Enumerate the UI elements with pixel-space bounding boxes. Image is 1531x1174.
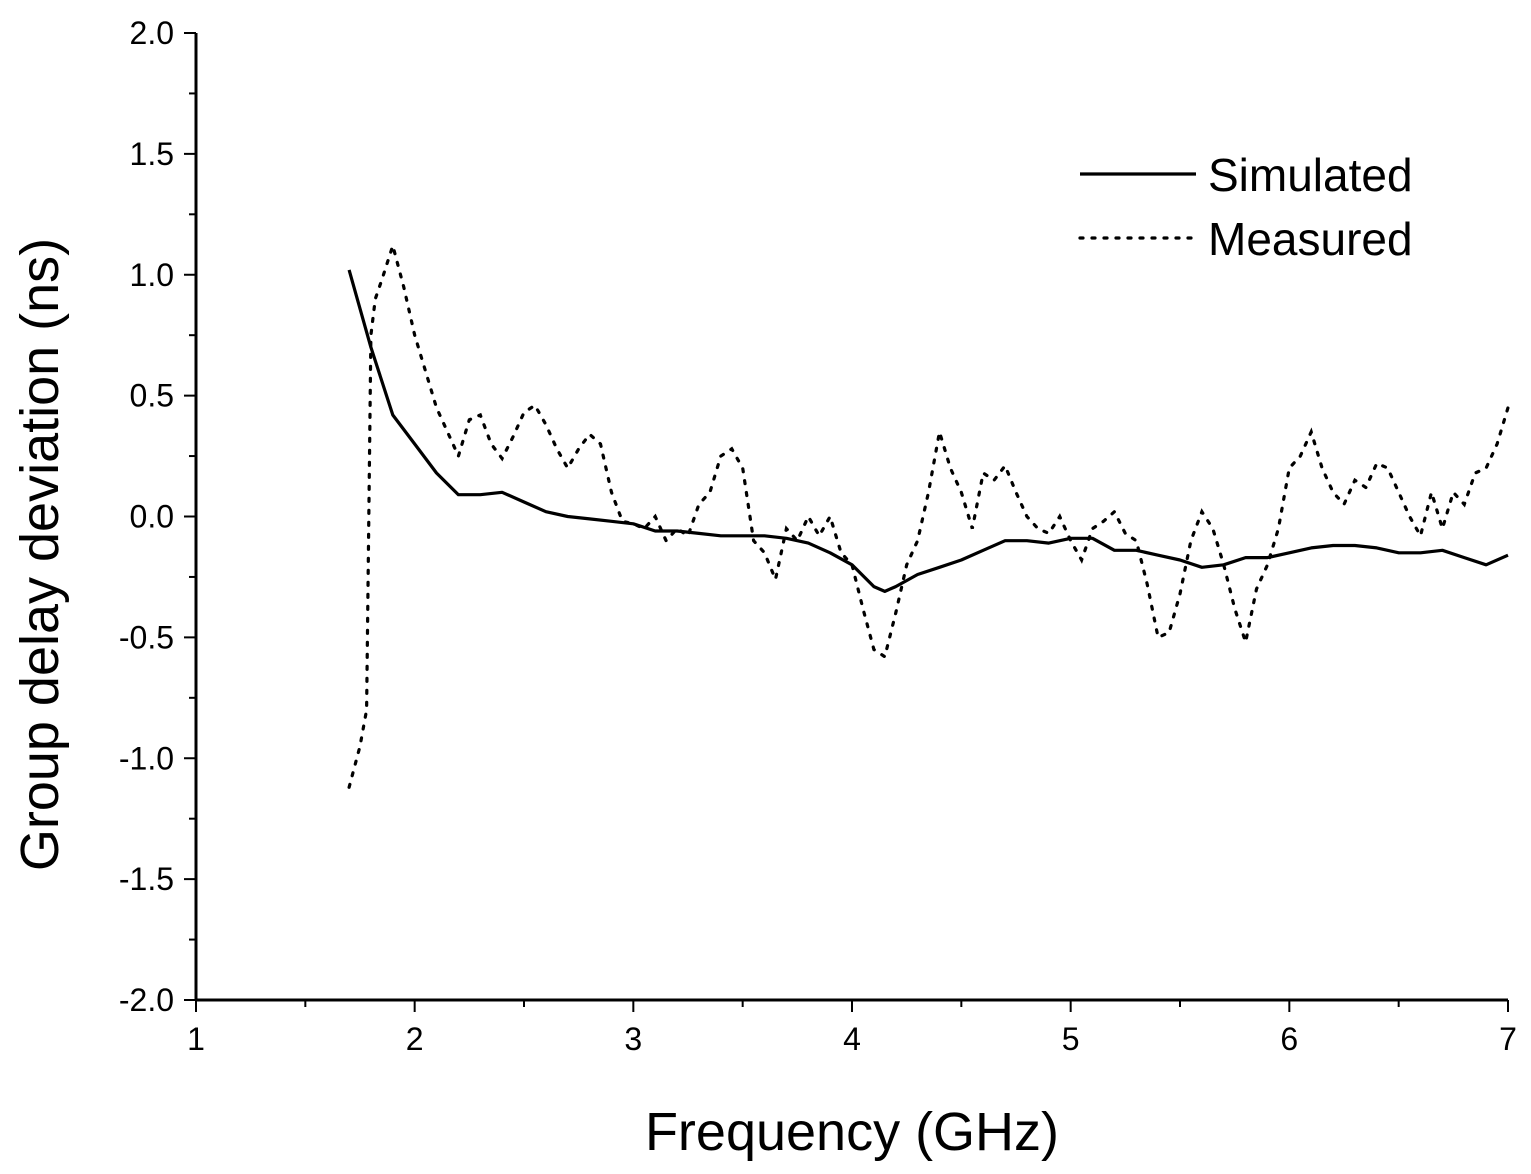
x-tick-label: 6 xyxy=(1280,1021,1298,1057)
axes: 1 2 3 4 5 6 7 2.0 1.5 1.0 0.5 0.0 -0.5 -1.0 -1.5 -2.0 xyxy=(119,15,1517,1057)
y-tick-label: 2.0 xyxy=(130,15,174,51)
series-layer xyxy=(347,240,1510,789)
x-tick-label: 1 xyxy=(187,1021,205,1057)
y-tick-label: 1.0 xyxy=(130,257,174,293)
legend: Simulated Measured xyxy=(1078,149,1413,265)
x-axis-title: Frequency (GHz) xyxy=(645,1102,1059,1162)
x-tick-label: 2 xyxy=(406,1021,424,1057)
y-tick-label: 0.5 xyxy=(130,378,174,414)
y-tick-label: 0.0 xyxy=(130,499,174,535)
y-tick-label: 1.5 xyxy=(130,136,174,172)
x-tick-label: 5 xyxy=(1062,1021,1080,1057)
y-tick-label: -2.0 xyxy=(119,982,174,1018)
legend-label-measured: Measured xyxy=(1208,213,1413,265)
series-line-measured xyxy=(347,240,1510,789)
y-tick-label: -1.0 xyxy=(119,740,174,776)
y-tick-label: -1.5 xyxy=(119,861,174,897)
y-tick-label: -0.5 xyxy=(119,619,174,655)
y-axis-title: Group delay deviation (ns) xyxy=(10,238,70,871)
x-tick-label: 3 xyxy=(624,1021,642,1057)
x-tick-label: 7 xyxy=(1499,1021,1517,1057)
x-tick-label: 4 xyxy=(843,1021,861,1057)
legend-label-simulated: Simulated xyxy=(1208,149,1413,201)
series-line-simulated xyxy=(347,269,1509,594)
